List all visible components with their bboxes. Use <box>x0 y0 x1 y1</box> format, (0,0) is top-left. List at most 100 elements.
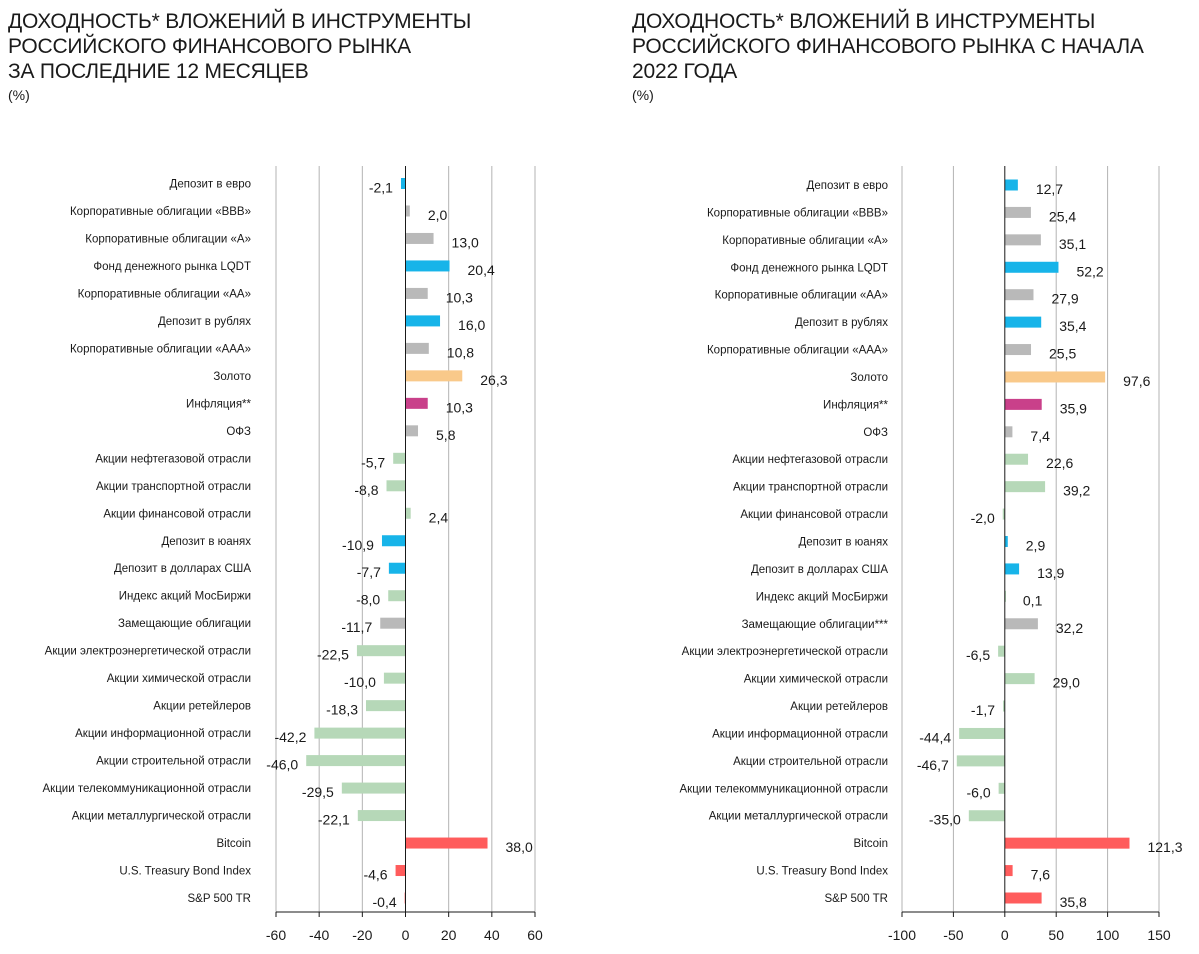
category-label: Золото <box>850 372 888 384</box>
data-label: 26,3 <box>480 372 507 388</box>
chart-unit: (%) <box>632 87 654 103</box>
category-label: Акции металлургической отрасли <box>72 811 251 823</box>
data-label: -7,7 <box>357 564 381 580</box>
category-label: Индекс акций МосБиржи <box>756 591 888 603</box>
chart-title-line: РОССИЙСКОГО ФИНАНСОВОГО РЫНКА <box>8 35 411 58</box>
data-label: -2,0 <box>971 510 995 526</box>
data-label: -46,0 <box>266 757 298 773</box>
category-label: Депозит в евро <box>170 179 251 191</box>
bar <box>357 810 406 822</box>
chart-title-line: РОССИЙСКОГО ФИНАНСОВОГО РЫНКА С НАЧАЛА <box>632 35 1144 58</box>
category-label: Корпоративные облигации «A» <box>722 235 888 247</box>
bar <box>1002 508 1005 520</box>
category-label: Депозит в рублях <box>795 317 888 329</box>
bar <box>1004 453 1029 465</box>
category-label: Корпоративные облигации «AAA» <box>707 345 888 357</box>
data-label: 25,5 <box>1049 346 1076 362</box>
data-label: -22,5 <box>317 647 349 663</box>
bar <box>959 727 1005 739</box>
category-label: Замещающие облигации <box>118 618 251 630</box>
bar <box>306 755 406 767</box>
data-label: 12,7 <box>1036 181 1063 197</box>
bar <box>395 865 406 877</box>
category-label: Депозит в рублях <box>158 316 251 328</box>
bar <box>383 672 406 684</box>
x-tick-label: 0 <box>402 927 410 943</box>
data-label: 35,8 <box>1060 894 1087 910</box>
bar <box>1004 179 1018 191</box>
data-label: -46,7 <box>917 757 949 773</box>
x-tick-label: -20 <box>352 927 372 943</box>
data-label: -0,4 <box>373 894 397 910</box>
category-label: Акции телекоммуникационной отрасли <box>680 783 889 795</box>
data-label: -2,1 <box>369 180 393 196</box>
bar <box>341 782 406 794</box>
bar-chart-since-2022: -100 -50 0 50 100 150 Депозит в евро Корпоратив… <box>680 166 1183 943</box>
category-label: Замещающие облигации*** <box>742 619 889 631</box>
bar <box>998 645 1005 657</box>
data-label: -42,2 <box>274 729 306 745</box>
data-label: 38,0 <box>506 839 533 855</box>
bar <box>1004 590 1006 602</box>
x-tick-label: 0 <box>1001 927 1009 943</box>
chart-unit: (%) <box>8 87 30 103</box>
data-label: 7,6 <box>1031 867 1051 883</box>
chart-title: ДОХОДНОСТЬ* ВЛОЖЕНИЙ В ИНСТРУМЕНТЫ РОССИ… <box>632 9 1144 84</box>
x-tick-label: 20 <box>441 927 457 943</box>
bar <box>380 617 406 629</box>
data-label: 16,0 <box>458 317 485 333</box>
category-label: Золото <box>213 371 251 383</box>
category-label: Фонд денежного рынка LQDT <box>730 262 888 274</box>
bar <box>405 837 488 849</box>
bar <box>400 178 406 189</box>
bar <box>405 315 441 327</box>
category-label: Акции химической отрасли <box>744 674 888 686</box>
category-label: ОФЗ <box>863 427 888 439</box>
bar <box>1004 837 1130 849</box>
bar <box>405 205 410 217</box>
category-label: Инфляция** <box>823 399 888 411</box>
data-label: -8,8 <box>354 482 378 498</box>
category-label: Акции строительной отрасли <box>96 756 251 768</box>
data-label: -29,5 <box>302 784 334 800</box>
category-label: Bitcoin <box>853 838 888 850</box>
data-label: 97,6 <box>1123 373 1150 389</box>
bar <box>356 645 406 657</box>
bar <box>1004 563 1020 575</box>
data-label: 32,2 <box>1056 620 1083 636</box>
chart-title-line: ЗА ПОСЛЕДНИЕ 12 МЕСЯЦЕВ <box>8 60 309 83</box>
category-label: Корпоративные облигации «BBB» <box>707 207 888 219</box>
data-label: -44,4 <box>919 729 951 745</box>
category-label: Акции электроэнергетической отрасли <box>45 646 251 658</box>
x-tick-label: 100 <box>1096 927 1120 943</box>
bar <box>1004 865 1013 877</box>
category-label: Депозит в долларах США <box>114 563 251 575</box>
data-label: 20,4 <box>468 262 495 278</box>
data-label: -18,3 <box>326 702 358 718</box>
data-label: -10,9 <box>342 537 374 553</box>
x-tick-label: 50 <box>1048 927 1064 943</box>
category-label: Акции строительной отрасли <box>733 756 888 768</box>
chart-title: ДОХОДНОСТЬ* ВЛОЖЕНИЙ В ИНСТРУМЕНТЫ РОССИ… <box>8 9 471 84</box>
data-label: -5,7 <box>361 454 385 470</box>
category-label: ОФЗ <box>226 426 251 438</box>
data-label: 2,0 <box>428 207 448 223</box>
bar <box>314 727 406 739</box>
data-label: 121,3 <box>1147 839 1182 855</box>
data-label: 25,4 <box>1049 208 1076 224</box>
category-label: Акции электроэнергетической отрасли <box>682 646 888 658</box>
data-label: 10,8 <box>447 344 474 360</box>
data-label: 29,0 <box>1053 675 1080 691</box>
bar <box>386 480 406 492</box>
category-label: Корпоративные облигации «AA» <box>78 288 251 300</box>
x-tick-label: -100 <box>888 927 916 943</box>
bar <box>1004 398 1042 410</box>
bar <box>366 700 406 712</box>
bar <box>1004 426 1013 438</box>
category-label: Акции химической отрасли <box>107 673 251 685</box>
bar <box>1004 371 1106 383</box>
bar <box>1004 316 1042 328</box>
bar <box>968 810 1005 822</box>
data-label: 52,2 <box>1076 263 1103 279</box>
category-label: Инфляция** <box>186 398 251 410</box>
